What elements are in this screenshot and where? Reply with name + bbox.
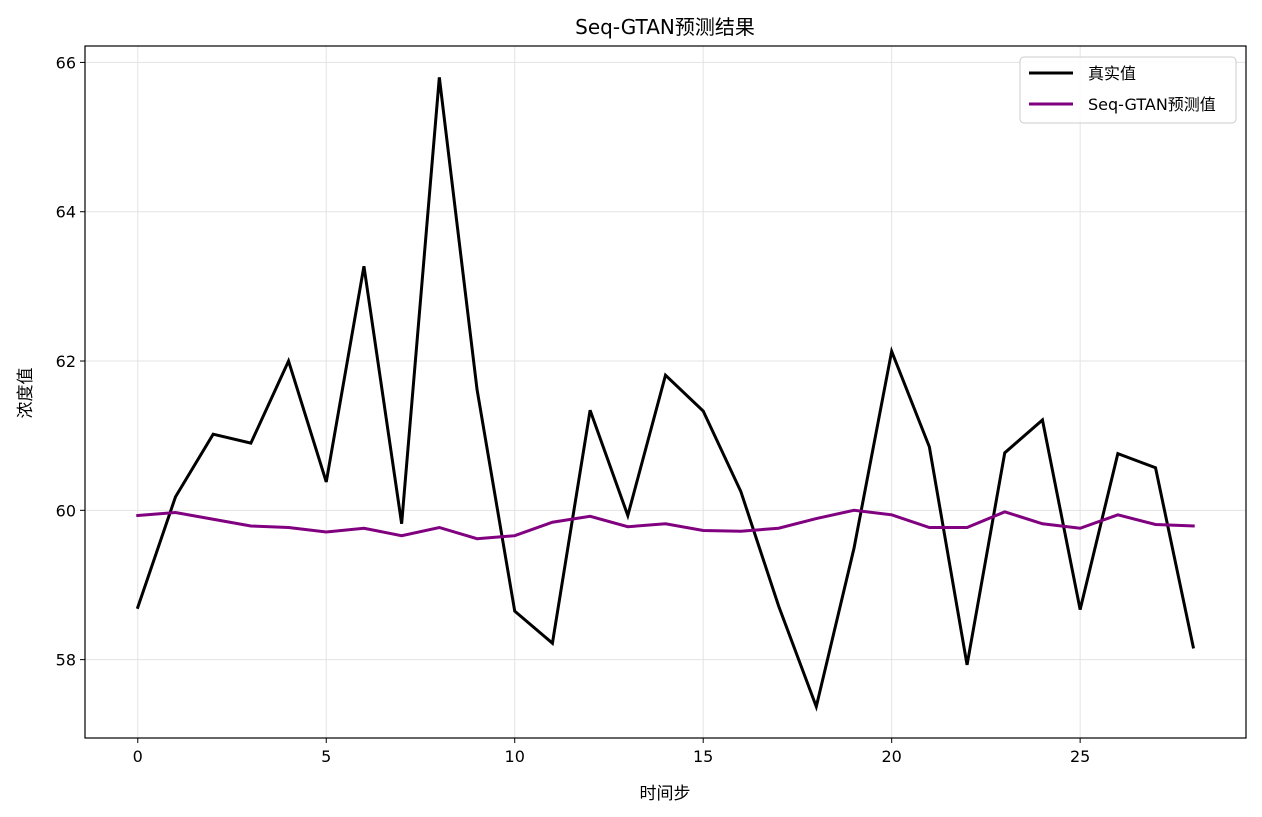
plot-frame xyxy=(84,45,1247,739)
legend-label-predicted: Seq-GTAN预测值 xyxy=(1088,95,1216,114)
grid-lines xyxy=(85,46,1246,738)
y-tick-label: 66 xyxy=(56,53,76,72)
x-axis-ticks: 0 5 10 15 20 25 xyxy=(133,738,1090,766)
legend: 真实值 Seq-GTAN预测值 xyxy=(1019,56,1237,124)
true-value-line xyxy=(135,77,1196,712)
y-tick-label: 64 xyxy=(56,203,76,222)
x-tick-label: 5 xyxy=(321,747,331,766)
y-tick-label: 60 xyxy=(56,501,76,520)
legend-box xyxy=(1019,56,1237,124)
y-tick-label: 62 xyxy=(56,352,76,371)
x-tick-label: 20 xyxy=(881,747,901,766)
y-axis-ticks: 58 60 62 64 66 xyxy=(56,53,85,670)
predicted-value-line xyxy=(136,508,1195,541)
x-tick-label: 10 xyxy=(505,747,525,766)
x-tick-label: 25 xyxy=(1070,747,1090,766)
x-axis-label: 时间步 xyxy=(640,784,691,804)
y-axis-label: 浓度值 xyxy=(16,368,36,419)
legend-label-true: 真实值 xyxy=(1088,64,1136,83)
y-tick-label: 58 xyxy=(56,651,76,670)
series-layer xyxy=(135,77,1196,712)
chart-title: Seq-GTAN预测结果 xyxy=(575,15,755,39)
x-tick-label: 15 xyxy=(693,747,713,766)
x-tick-label: 0 xyxy=(133,747,143,766)
